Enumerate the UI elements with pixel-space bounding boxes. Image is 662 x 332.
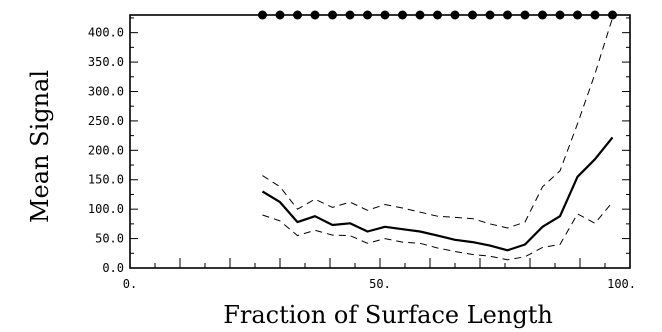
- y-tick-label: 150.0: [88, 173, 124, 187]
- top-marker-dot: [275, 10, 285, 20]
- top-marker-dot: [468, 10, 477, 20]
- top-marker-dot: [573, 10, 582, 20]
- top-marker-dot: [538, 10, 547, 20]
- x-tick-label: 50.: [369, 277, 391, 291]
- y-tick-label: 400.0: [88, 26, 124, 40]
- top-marker-dot: [503, 10, 512, 20]
- y-tick-label: 0.0: [102, 261, 124, 275]
- top-marker-dot: [433, 10, 442, 20]
- top-marker-dot: [328, 10, 337, 20]
- top-marker-dot: [555, 10, 565, 20]
- top-marker-dot: [398, 10, 407, 20]
- top-marker-dot: [293, 10, 302, 20]
- x-tick-label: 100.: [607, 277, 636, 291]
- top-marker-dot: [608, 10, 617, 20]
- y-tick-label: 100.0: [88, 202, 124, 216]
- top-marker-dot: [450, 10, 460, 20]
- tick-labels: 0.0 50.0 100.0 150.0 200.0 250.0 300.0 350.0 400…: [88, 26, 636, 291]
- y-tick-label: 350.0: [88, 55, 124, 69]
- y-tick-label: 300.0: [88, 84, 124, 98]
- series-upper-line: [262, 17, 613, 229]
- top-marker-dot: [258, 10, 267, 20]
- top-marker-dot: [590, 10, 600, 20]
- y-axis-label: Mean Signal: [26, 70, 54, 223]
- y-tick-label: 200.0: [88, 143, 124, 157]
- top-marker-dot: [485, 10, 495, 20]
- y-tick-label: 250.0: [88, 114, 124, 128]
- top-marker-dot: [363, 10, 372, 20]
- x-tick-label: 0.: [123, 277, 137, 291]
- x-axis-label: Fraction of Surface Length: [223, 301, 553, 329]
- top-markers: [258, 10, 617, 20]
- series-mean-line: [261, 136, 614, 252]
- top-marker-dot: [310, 10, 320, 20]
- top-marker-dot: [380, 10, 390, 20]
- plot-frame: [129, 14, 631, 269]
- tick-marks: [130, 17, 630, 269]
- top-marker-dot: [415, 10, 425, 20]
- top-marker-dot: [345, 10, 355, 20]
- y-tick-label: 50.0: [95, 232, 124, 246]
- series-lines: [261, 17, 614, 261]
- series-lower-line: [262, 201, 613, 261]
- top-marker-dot: [520, 10, 530, 20]
